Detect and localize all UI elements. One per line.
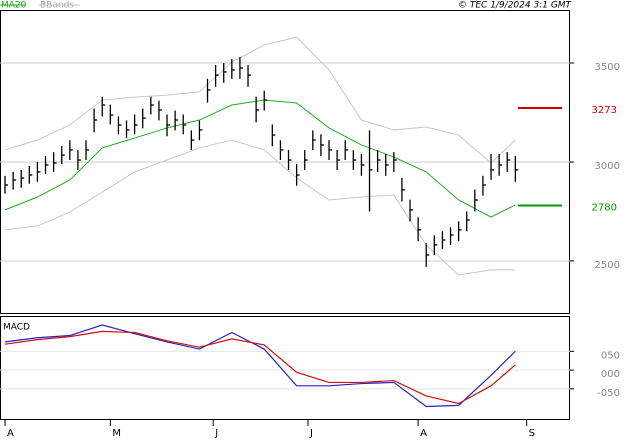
x-tick-label: M	[112, 428, 121, 439]
panel-title: MACD	[3, 323, 30, 333]
level-label: 3273	[592, 105, 617, 116]
x-tick-label: J	[214, 428, 218, 439]
band-lower	[4, 139, 516, 276]
macd-line	[4, 324, 516, 408]
y-tick-label: 000	[601, 369, 620, 380]
y-tick-label: 3000	[595, 161, 620, 172]
y-tick-label: 3500	[595, 62, 620, 73]
y-tick-label: 2500	[595, 260, 620, 271]
legend-label: BBands	[40, 1, 74, 11]
legend-label: MA20	[1, 1, 27, 11]
macd-panel	[0, 316, 570, 420]
source: © TEC 1/9/2024 3:1 GMT	[458, 1, 573, 11]
x-tick-label: S	[529, 428, 535, 439]
macd-line	[4, 330, 516, 405]
level-label: 2780	[592, 203, 617, 214]
y-tick-label: -050	[597, 388, 620, 399]
band-upper	[4, 36, 516, 164]
y-tick-label: 050	[601, 350, 620, 361]
x-tick-label: J	[309, 428, 313, 439]
x-tick-label: A	[420, 428, 427, 439]
x-tick-label: A	[7, 428, 14, 439]
moving-average	[4, 99, 516, 218]
